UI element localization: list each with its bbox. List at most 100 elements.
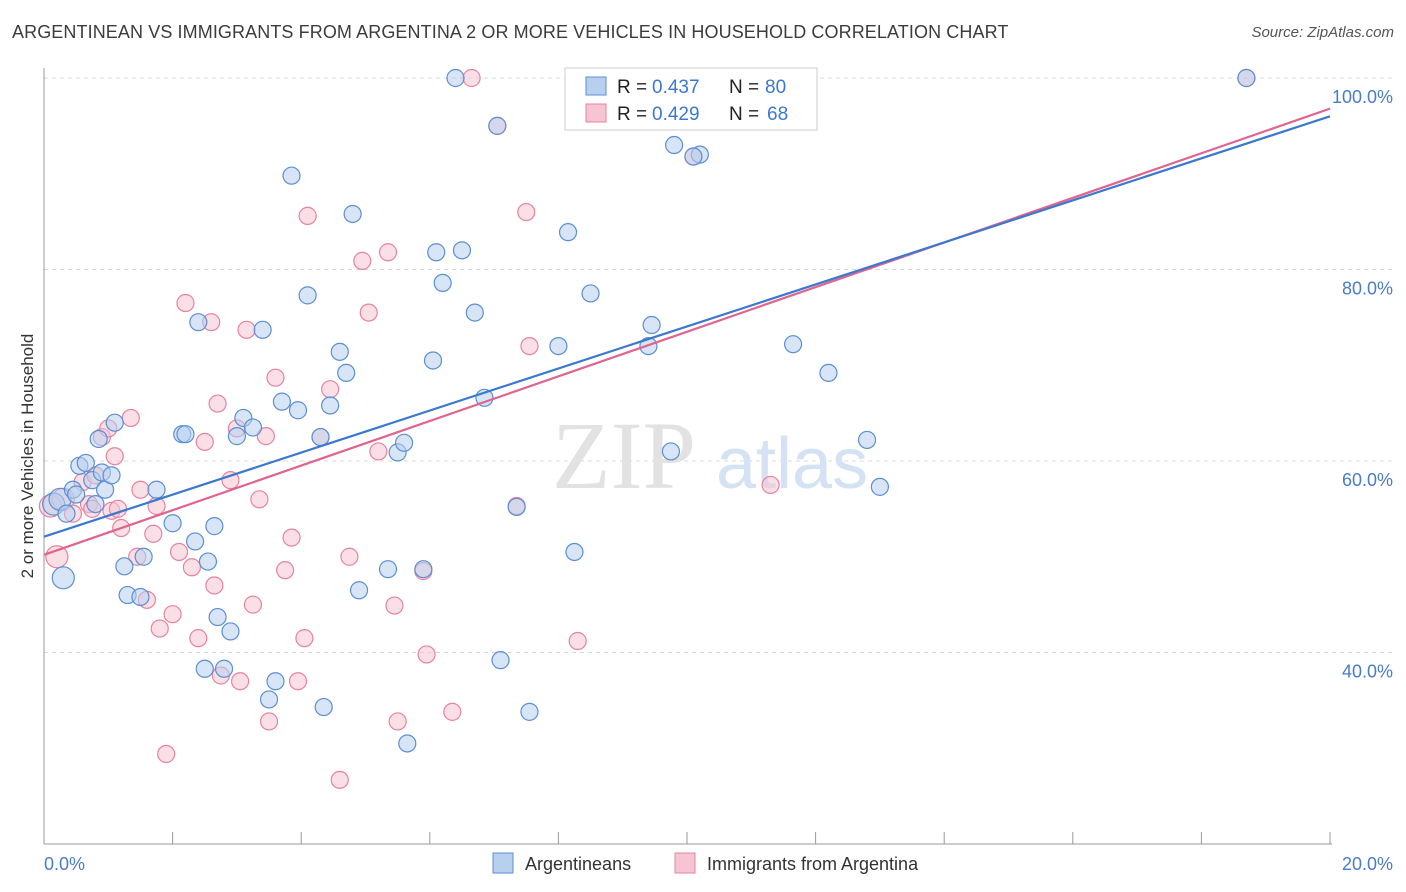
immigrants-point-62 [517, 202, 536, 222]
x-tick-label-max: 20.0% [1342, 854, 1393, 874]
immigrants-point-22 [163, 605, 182, 624]
argentineans-point-69 [857, 430, 877, 450]
trend-lines [43, 107, 1331, 556]
argentineans-point-78 [1237, 68, 1256, 88]
immigrants-point-42 [282, 528, 301, 547]
argentineans-point-38 [330, 342, 349, 361]
argentineans-point-48 [433, 273, 452, 293]
argentineans-point-5 [76, 453, 95, 473]
immigrants-point-23 [169, 542, 189, 562]
immigrants-point-21 [157, 744, 176, 764]
argentineans-point-41 [349, 581, 369, 600]
argentineans-point-36 [314, 697, 333, 717]
argentineans-point-17 [163, 514, 182, 533]
argentineans-point-67 [783, 335, 803, 354]
immigrants-point-1 [45, 545, 69, 569]
immigrants-point-32 [221, 471, 240, 490]
argentineans-point-7 [86, 494, 105, 514]
argentineans-point-19 [176, 425, 195, 444]
argentineans-point-34 [298, 286, 317, 305]
immigrants-point-45 [298, 206, 317, 225]
y-axis-label: 2 or more Vehicles in Household [18, 334, 37, 579]
argentineans-point-71 [67, 485, 86, 504]
argentineans-point-12 [115, 557, 134, 576]
bottom-legend-swatch-argentineans [492, 852, 514, 874]
argentineans-point-56 [549, 337, 568, 356]
gridlines [44, 77, 1393, 653]
argentineans-point-47 [427, 243, 446, 262]
immigrants-point-40 [266, 368, 285, 387]
argentineans-point-74 [414, 560, 433, 579]
argentineans-point-72 [102, 466, 121, 485]
immigrants-point-55 [388, 712, 407, 731]
immigrants-point-65 [761, 475, 780, 495]
immigrants-point-41 [276, 561, 295, 580]
argentineans-point-23 [208, 607, 227, 627]
immigrants-point-20 [150, 619, 169, 638]
legend-r-label-pink: R = [617, 104, 647, 125]
x-tick-label-min: 0.0% [44, 854, 85, 874]
immigrants-point-50 [353, 251, 372, 270]
argentineans-point-53 [491, 651, 510, 670]
legend-r-value-pink: 0.429 [652, 104, 700, 125]
watermark-atlas: atlas [716, 424, 868, 504]
immigrants-point-37 [250, 490, 269, 509]
argentineans-point-49 [446, 68, 465, 88]
immigrants-point-59 [462, 68, 481, 88]
argentineans-point-40 [343, 204, 362, 224]
argentineans-point-37 [321, 396, 340, 415]
legend-r-label-blue: R = [617, 77, 647, 98]
source-label: Source: ZipAtlas.com [1251, 24, 1394, 41]
immigrants-point-25 [182, 558, 201, 577]
bottom-legend: Argentineans Immigrants from Argentina [492, 852, 919, 874]
x-ticks [172, 832, 1331, 844]
argentineans-point-35 [311, 427, 330, 447]
immigrants-point-26 [189, 629, 208, 648]
immigrants-point-52 [369, 442, 388, 461]
argentineans-point-44 [394, 433, 414, 452]
immigrants-point-43 [288, 672, 308, 691]
bottom-legend-label-immigrants: Immigrants from Argentina [707, 854, 919, 874]
argentineans-point-77 [870, 477, 890, 496]
argentineans-point-46 [423, 351, 443, 370]
watermark: ZIP atlas [552, 402, 868, 509]
immigrants-point-24 [176, 293, 195, 313]
legend: R = 0.437 N = 80 R = 0.429 N = 68 [564, 67, 818, 131]
argentineans-point-14 [131, 587, 150, 607]
immigrants-point-38 [256, 427, 275, 446]
argentineans-point-58 [565, 542, 584, 562]
immigrants-point-53 [378, 243, 398, 262]
immigrants-point-58 [443, 702, 462, 721]
argentineans-point-61 [642, 315, 661, 335]
immigrants-point-47 [321, 380, 340, 399]
immigrants-point-29 [205, 576, 224, 595]
argentineans-point-11 [105, 413, 124, 432]
argentineans-point-54 [507, 497, 526, 517]
argentineans-point-30 [266, 672, 285, 691]
immigrants-point-34 [231, 672, 250, 691]
argentineans-point-68 [819, 363, 838, 383]
argentineans-point-65 [684, 147, 703, 166]
argentineans-point-73 [195, 659, 214, 678]
axes [43, 68, 1332, 845]
bottom-legend-swatch-immigrants [674, 852, 696, 874]
argentineans-point-62 [661, 442, 681, 461]
immigrants-point-39 [259, 712, 279, 731]
immigrants-point-48 [330, 770, 349, 789]
argentineans-point-25 [221, 622, 240, 641]
immigrants-point-11 [105, 447, 124, 466]
argentineans-point-76 [452, 241, 472, 260]
argentineans-point-28 [253, 320, 272, 339]
legend-n-value-pink: 68 [767, 104, 788, 125]
immigrants-point-49 [340, 547, 359, 566]
argentineans-point-20 [186, 532, 205, 551]
immigrants-point-16 [131, 480, 150, 499]
legend-n-label-blue: N = [729, 77, 759, 98]
argentineans-point-50 [465, 303, 484, 322]
argentineans-point-21 [198, 552, 218, 571]
argentineans-point-2 [57, 504, 76, 523]
argentineans-point-27 [243, 418, 263, 437]
legend-r-value-blue: 0.437 [652, 77, 700, 98]
immigrants-point-18 [144, 524, 163, 543]
